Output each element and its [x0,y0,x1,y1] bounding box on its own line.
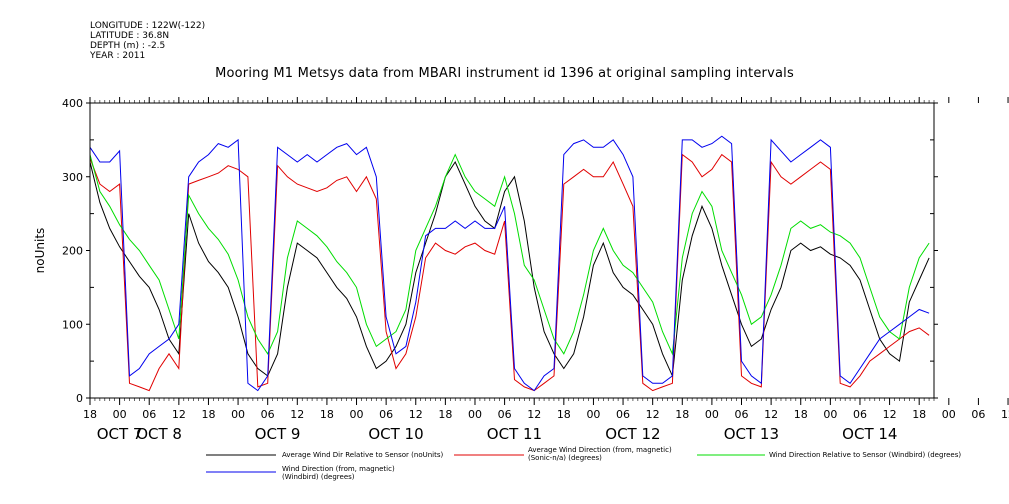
x-tick-label: 06 [735,408,749,421]
y-tick-label: 300 [62,171,83,184]
y-axis-label: noUnits [33,228,47,274]
x-date-label: OCT 13 [724,425,779,443]
series-line-0 [89,160,930,378]
series-line-3 [89,135,930,392]
x-date-label: OCT 14 [842,425,897,443]
x-tick-label: 18 [201,408,215,421]
x-tick-label: 12 [527,408,541,421]
x-tick-label: 18 [83,408,97,421]
x-tick-label: 18 [438,408,452,421]
x-date-label: OCT 8 [136,425,182,443]
y-tick-label: 0 [76,392,83,405]
chart-title: Mooring M1 Metsys data from MBARI instru… [215,66,794,81]
x-date-label: OCT 9 [255,425,301,443]
x-tick-label: 12 [883,408,897,421]
x-tick-label: 06 [616,408,630,421]
x-tick-label: 12 [409,408,423,421]
x-tick-label: 12 [764,408,778,421]
x-tick-label: 06 [379,408,393,421]
meta-longitude: LONGITUDE : 122W(-122) [90,21,206,31]
x-tick-label: 18 [912,408,926,421]
legend-lines [206,454,765,473]
x-tick-label: 00 [113,408,127,421]
x-tick-label: 00 [468,408,482,421]
plot-lines [89,135,930,392]
x-tick-label: 06 [142,408,156,421]
x-date-label: OCT 7 [97,425,143,443]
x-tick-label: 00 [586,408,600,421]
x-tick-label: 18 [675,408,689,421]
axes: 0 100 200 300 400 18 00 06 12 18 00 06 12 18 00 06 12 18 0… [62,97,1009,443]
x-date-label: OCT 10 [368,425,423,443]
meta-year: YEAR : 2011 [90,51,146,61]
y-tick-label: 400 [62,97,83,110]
y-tick-label: 100 [62,318,83,331]
series-line-2 [89,153,930,356]
meta-latitude: LATITUDE : 36.8N [90,31,170,41]
x-tick-label: 00 [705,408,719,421]
x-tick-label: 18 [320,408,334,421]
x-tick-label: 00 [823,408,837,421]
x-tick-label: 06 [971,408,985,421]
meta-depth: DEPTH (m) : -2.5 [90,41,166,51]
series-line-1 [89,153,930,392]
x-tick-label: 00 [350,408,364,421]
x-tick-label: 00 [231,408,245,421]
x-tick-label: 12 [172,408,186,421]
x-tick-label: 00 [942,408,956,421]
x-tick-label: 06 [853,408,867,421]
metadata-block: LONGITUDE : 122W(-122) LATITUDE : 36.8N … [90,21,205,61]
x-tick-label: 12 [290,408,304,421]
plot-frame [89,102,935,399]
x-tick-label: 18 [794,408,808,421]
x-tick-label: 06 [498,408,512,421]
x-tick-label: 12 [1001,408,1009,421]
x-tick-label: 12 [646,408,660,421]
x-date-label: OCT 11 [487,425,542,443]
x-tick-label: 18 [557,408,571,421]
x-date-label: OCT 12 [605,425,660,443]
x-tick-label: 06 [261,408,275,421]
y-tick-label: 200 [62,245,83,258]
